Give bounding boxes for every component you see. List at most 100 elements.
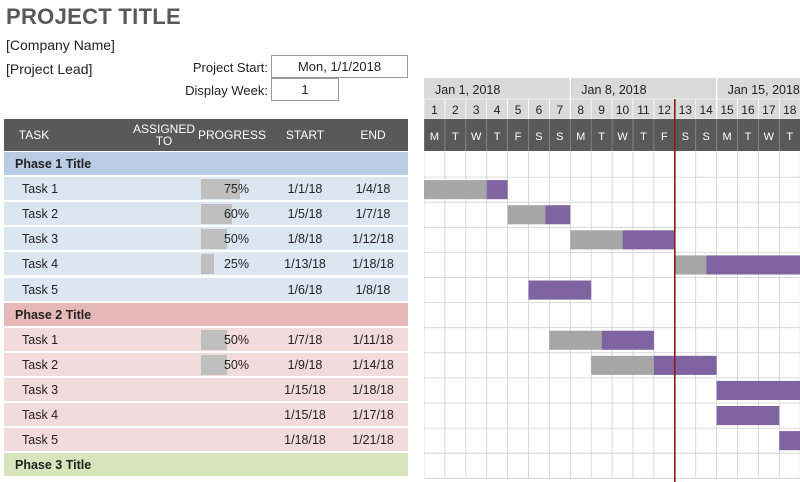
task-end-date: 1/18/18 [352,382,394,397]
progress-bar: 50% [201,229,253,250]
weekday-label: T [745,131,752,143]
day-number: 3 [473,103,480,117]
phase-title: Phase 2 Title [15,307,92,322]
table-header: TASK ASSIGNED TO PROGRESS START END [4,119,408,151]
day-number: 10 [616,103,630,117]
day-number: 18 [783,103,797,117]
weekday-label: W [471,131,482,143]
progress-bar: 75% [201,179,253,200]
day-number: 5 [515,103,522,117]
week-label: Jan 15, 2018 [728,83,800,97]
task-row[interactable]: Task 2 60% 1/5/18 1/7/18 [4,202,408,227]
column-task: TASK [18,128,50,142]
task-bar-remaining [653,355,717,375]
progress-fill [201,354,227,375]
task-name: Task 2 [22,357,59,372]
task-bar-remaining [716,380,800,400]
task-start-date: 1/6/18 [287,282,323,297]
task-name: Task 1 [22,182,59,197]
phase-row[interactable]: Phase 3 Title [4,453,408,478]
task-row[interactable]: Task 5 1/6/18 1/8/18 [4,277,408,302]
task-start-date: 1/5/18 [287,207,323,222]
weekday-label: M [722,131,731,143]
task-row[interactable]: Task 1 50% 1/7/18 1/11/18 [4,327,408,352]
weekday-label: T [640,131,647,143]
progress-bar: 60% [201,204,253,225]
task-name: Task 5 [22,433,59,448]
task-row[interactable]: Task 4 25% 1/13/18 1/18/18 [4,252,408,277]
task-name: Task 1 [22,332,59,347]
progress-fill [201,179,240,200]
phase-title: Phase 3 Title [15,458,92,473]
task-row[interactable]: Task 3 1/15/18 1/18/18 [4,377,408,402]
progress-value: 50% [223,232,249,247]
weekday-label: S [702,131,709,143]
task-start-date: 1/8/18 [287,232,323,247]
weekday-label: T [598,131,605,143]
column-start: START [285,128,325,142]
task-bar-remaining [528,280,592,300]
weekday-label: F [661,131,668,143]
project-start-label: Project Start: [192,60,268,75]
task-row[interactable]: Task 2 50% 1/9/18 1/14/18 [4,352,408,377]
progress-bar: 50% [201,354,253,375]
day-number: 15 [720,103,734,117]
task-row[interactable]: Task 1 75% 1/1/18 1/4/18 [4,177,408,202]
weekday-label: T [786,131,793,143]
progress-value: 25% [223,257,249,272]
day-number: 1 [431,103,438,117]
task-bar-complete [591,355,654,375]
task-bar-remaining [486,180,508,200]
task-end-date: 1/12/18 [352,232,394,247]
task-bar-remaining [545,205,571,225]
progress-value: 50% [223,332,249,347]
task-row[interactable]: Task 3 50% 1/8/18 1/12/18 [4,227,408,252]
progress-value: 50% [223,357,249,372]
task-name: Task 3 [22,382,59,397]
display-week-field[interactable]: 1 [271,78,339,101]
weekday-label: S [682,131,689,143]
task-name: Task 4 [22,408,59,422]
task-row[interactable]: Task 5 1/18/18 1/21/18 [4,428,408,453]
progress-fill [201,229,227,250]
task-bar-remaining [601,330,654,350]
phase-title: Phase 1 Title [15,157,92,171]
task-bar-complete [674,255,707,275]
task-start-date: 1/13/18 [284,257,326,272]
weekday-label: S [535,131,542,143]
task-end-date: 1/7/18 [355,207,391,222]
company-name: [Company Name] [6,37,115,53]
task-start-date: 1/15/18 [284,382,326,397]
weekday-label: M [430,131,439,143]
task-name: Task 5 [22,282,59,297]
task-end-date: 1/18/18 [352,257,394,272]
day-number: 6 [536,103,543,117]
task-name: Task 4 [22,257,59,272]
day-number: 7 [557,103,564,117]
weekday-label: T [494,131,501,143]
project-lead: [Project Lead] [6,61,93,77]
progress-value: 75% [223,182,249,197]
task-row[interactable]: Task 4 1/15/18 1/17/18 [4,403,408,427]
week-label: Jan 1, 2018 [435,83,500,97]
day-number: 16 [741,103,755,117]
task-end-date: 1/8/18 [355,282,391,297]
task-name: Task 3 [22,232,59,247]
progress-value: 60% [223,207,249,222]
column-end: END [360,128,386,142]
progress-bar: 25% [201,254,253,275]
gantt-chart: Jan 1, 2018 Jan 8, 2018 Jan 15, 2018 1 2 3 4 5 6… [424,78,800,482]
project-start-field[interactable]: Mon, 1/1/2018 [271,55,408,78]
progress-bar: 50% [201,329,253,350]
weekday-label: S [556,131,563,143]
phase-row[interactable]: Phase 2 Title [4,302,408,327]
phase-row[interactable]: Phase 1 Title [4,152,408,176]
task-start-date: 1/9/18 [287,357,323,372]
progress-fill [201,254,214,275]
task-bar-complete [570,230,623,250]
progress-fill [201,329,227,350]
day-number: 2 [452,103,459,117]
weekday-label: M [576,131,585,143]
task-end-date: 1/21/18 [352,433,394,448]
day-number: 17 [762,103,776,117]
